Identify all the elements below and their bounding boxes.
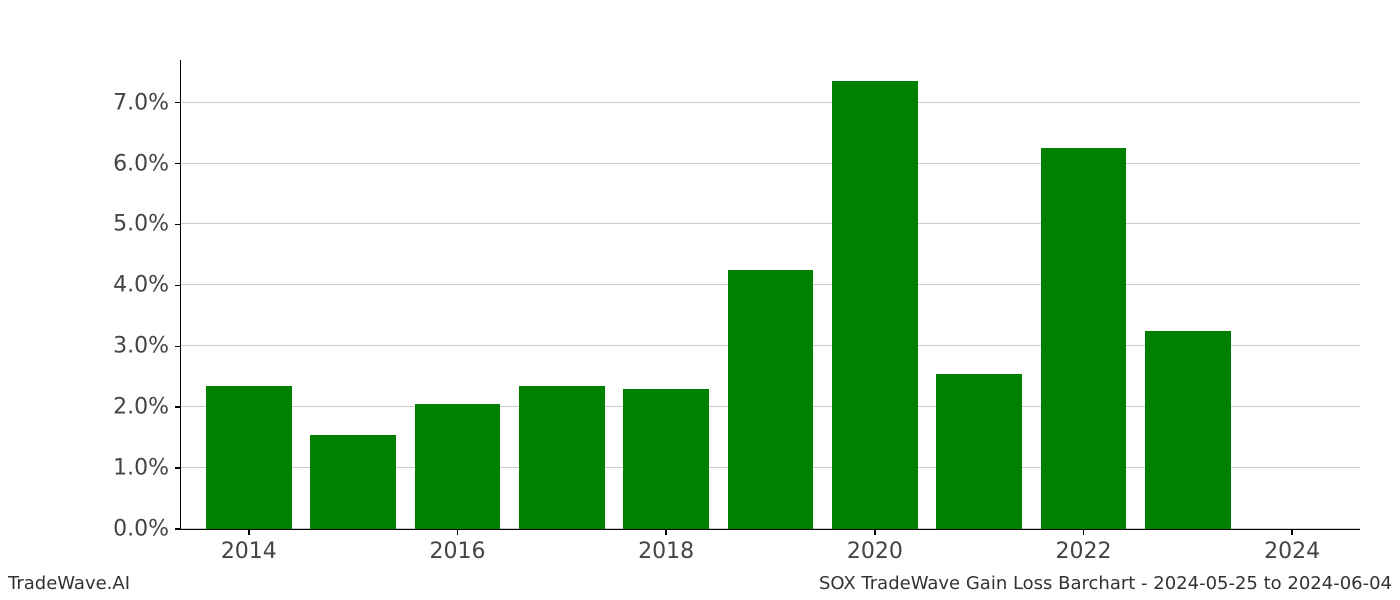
y-tick-label: 4.0%: [113, 273, 169, 298]
y-tick-mark: [175, 528, 181, 530]
footer-right-text: SOX TradeWave Gain Loss Barchart - 2024-…: [819, 573, 1392, 594]
bar: [728, 270, 814, 529]
x-tick-mark: [457, 529, 459, 535]
bar: [310, 435, 396, 529]
x-tick-mark: [1291, 529, 1293, 535]
x-tick-label: 2014: [221, 539, 277, 564]
gridline: [181, 163, 1360, 164]
y-tick-mark: [175, 406, 181, 408]
gridline: [181, 223, 1360, 224]
x-tick-label: 2024: [1264, 539, 1320, 564]
y-tick-mark: [175, 346, 181, 348]
x-tick-label: 2020: [847, 539, 903, 564]
y-tick-mark: [175, 467, 181, 469]
bar: [1145, 331, 1231, 529]
y-tick-mark: [175, 224, 181, 226]
bar: [832, 81, 918, 529]
footer-left-text: TradeWave.AI: [8, 573, 130, 594]
y-tick-mark: [175, 102, 181, 104]
bar: [519, 386, 605, 529]
bar: [415, 404, 501, 529]
bar: [623, 389, 709, 529]
x-tick-label: 2018: [638, 539, 694, 564]
y-tick-mark: [175, 163, 181, 165]
y-tick-mark: [175, 285, 181, 287]
bar: [936, 374, 1022, 529]
plot-area: 0.0%1.0%2.0%3.0%4.0%5.0%6.0%7.0%20142016…: [180, 60, 1360, 530]
y-tick-label: 2.0%: [113, 395, 169, 420]
x-tick-label: 2016: [429, 539, 485, 564]
y-tick-label: 3.0%: [113, 334, 169, 359]
x-tick-label: 2022: [1056, 539, 1112, 564]
x-tick-mark: [1083, 529, 1085, 535]
bar: [206, 386, 292, 529]
gridline: [181, 102, 1360, 103]
y-tick-label: 5.0%: [113, 212, 169, 237]
bar-chart: 0.0%1.0%2.0%3.0%4.0%5.0%6.0%7.0%20142016…: [180, 60, 1360, 530]
y-tick-label: 6.0%: [113, 151, 169, 176]
y-tick-label: 7.0%: [113, 90, 169, 115]
bar: [1041, 148, 1127, 529]
y-tick-label: 0.0%: [113, 517, 169, 542]
y-tick-label: 1.0%: [113, 456, 169, 481]
x-tick-mark: [665, 529, 667, 535]
x-tick-mark: [248, 529, 250, 535]
x-tick-mark: [874, 529, 876, 535]
